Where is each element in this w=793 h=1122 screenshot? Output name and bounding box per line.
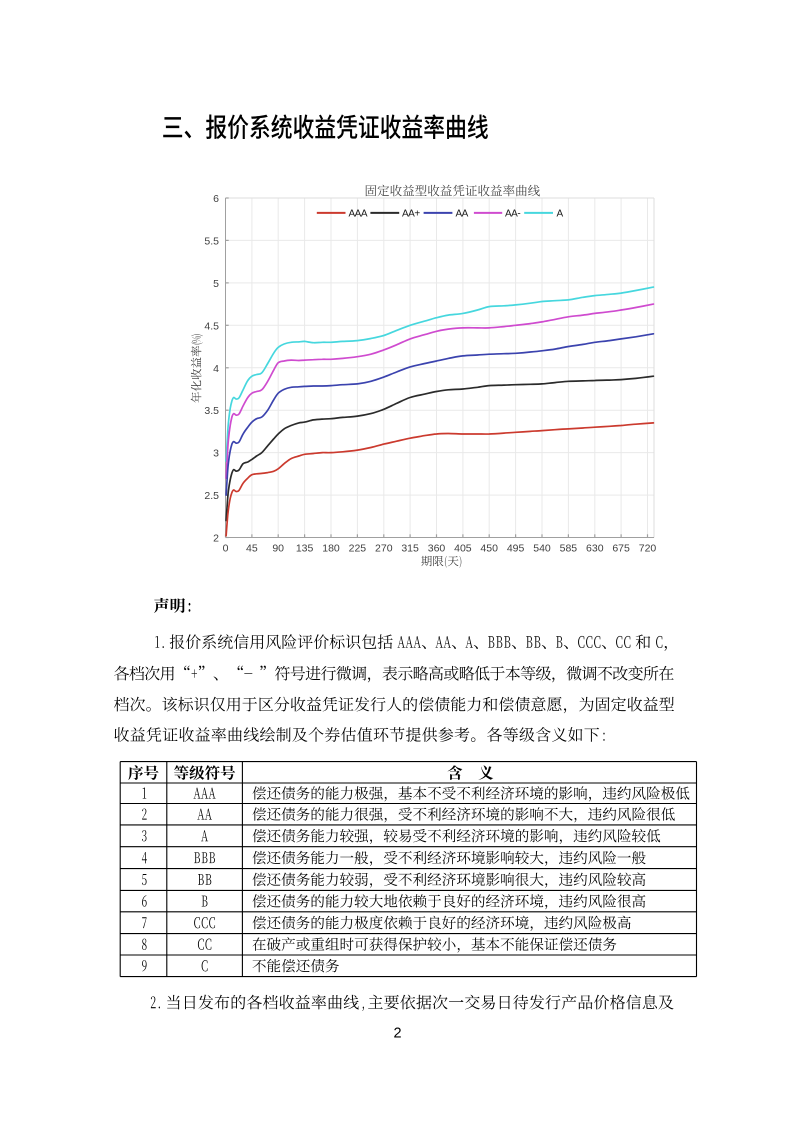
svg-text:2: 2 [393,1026,401,1042]
svg-text:450: 450 [480,543,498,555]
svg-text:495: 495 [507,543,525,555]
svg-text:4: 4 [213,363,219,375]
svg-text:3: 3 [213,448,219,460]
svg-text:6: 6 [213,193,219,205]
svg-text:3.5: 3.5 [204,405,219,417]
svg-text:315: 315 [401,543,419,555]
svg-text:AA-: AA- [505,209,520,220]
svg-text:405: 405 [454,543,472,555]
svg-text:720: 720 [639,543,657,555]
svg-text:90: 90 [272,543,284,555]
svg-text:135: 135 [296,543,314,555]
svg-text:360: 360 [428,543,446,555]
svg-text:A: A [557,209,564,220]
svg-text:630: 630 [586,543,604,555]
svg-text:5.5: 5.5 [204,235,219,247]
svg-text:5: 5 [213,278,219,290]
svg-text:675: 675 [612,543,630,555]
svg-text:4.5: 4.5 [204,320,219,332]
svg-text:270: 270 [375,543,393,555]
svg-text:180: 180 [322,543,340,555]
svg-text:AAA: AAA [349,209,368,220]
svg-text:540: 540 [533,543,551,555]
svg-text:AA+: AA+ [402,209,420,220]
svg-text:585: 585 [560,543,578,555]
svg-text:AA: AA [456,209,469,220]
svg-text:2.5: 2.5 [204,490,219,502]
svg-text:45: 45 [246,543,258,555]
svg-text:225: 225 [349,543,367,555]
svg-text:2: 2 [213,533,219,545]
svg-text:0: 0 [223,543,229,555]
